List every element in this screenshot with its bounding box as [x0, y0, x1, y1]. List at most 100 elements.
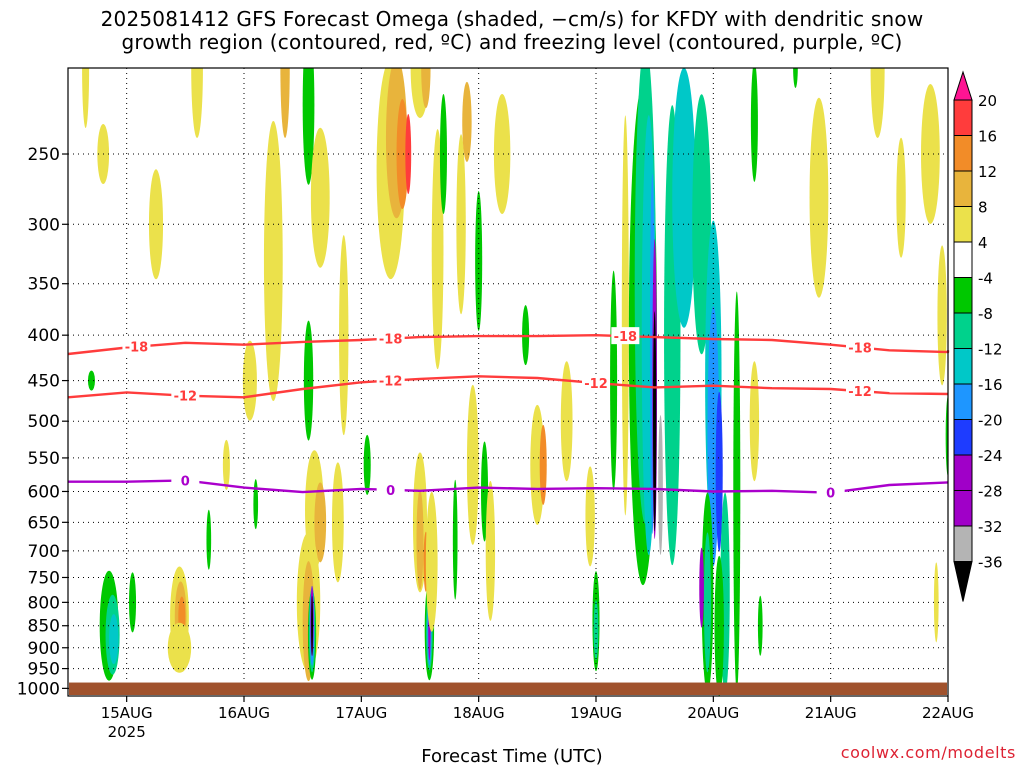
y-tick-label: 700: [28, 542, 60, 562]
contour-label: -12: [379, 375, 403, 390]
colorbar-label: -16: [978, 376, 1003, 394]
colorbar-label: -28: [978, 483, 1003, 501]
omega-blob: [672, 68, 696, 328]
omega-blob: [757, 595, 763, 656]
omega-blob: [870, 68, 885, 138]
x-axis: 15AUG 16AUG 17AUG 18AUG 19AUG 20AUG 21AUG 22AUG…: [101, 696, 974, 741]
y-tick-label: 450: [28, 372, 60, 392]
contour--18: [67, 334, 950, 356]
omega-blob: [466, 384, 479, 545]
terrain-below-ground: [69, 682, 947, 695]
y-tick-label: 600: [28, 482, 60, 502]
omega-blob: [206, 509, 212, 570]
y-tick-label: 250: [28, 145, 60, 165]
contour-label: -12: [584, 377, 608, 392]
omega-blob: [809, 97, 829, 298]
omega-blob: [302, 68, 315, 185]
colorbar-box: [953, 525, 973, 562]
omega-blob: [87, 370, 95, 391]
omega-blob: [242, 340, 257, 421]
omega-blob: [699, 547, 704, 628]
omega-blob: [452, 479, 458, 600]
colorbar-triangle-bottom: [953, 561, 973, 602]
x-tick-label: 16AUG: [218, 704, 270, 722]
omega-blob: [481, 441, 489, 542]
contour-label-bg: [611, 327, 640, 345]
y-axis: 2503003504004505005506006507007508008509…: [17, 145, 68, 699]
omega-blob: [896, 137, 906, 258]
colorbar-box: [953, 277, 973, 314]
y-tick-label: 400: [28, 326, 60, 346]
omega-blob: [475, 191, 483, 332]
omega-blob: [749, 361, 760, 482]
omega-blob: [253, 479, 259, 530]
omega-blob: [692, 94, 711, 355]
omega-blob: [560, 361, 573, 482]
omega-blob: [416, 489, 424, 590]
omega-blob: [493, 94, 511, 215]
colorbar-label: -24: [978, 447, 1003, 465]
x-tick-label: 18AUG: [453, 704, 505, 722]
omega-blob: [109, 614, 119, 665]
contour-label: 0: [181, 474, 190, 489]
y-tick-label: 800: [28, 593, 60, 613]
colorbar-label: -20: [978, 412, 1003, 430]
y-tick-label: 350: [28, 275, 60, 295]
colorbar-box: [953, 206, 973, 243]
colorbar-label: 20: [978, 92, 997, 110]
contour-label-bg: [171, 471, 200, 489]
omega-blob: [921, 84, 940, 225]
colorbar-box: [953, 454, 973, 491]
omega-blob: [456, 134, 466, 315]
omega-blob: [425, 491, 438, 632]
colorbar: 20 16 12 8 4 -4 -8 -12 -16 -20 -24 -28 -32 -36: [953, 70, 1003, 602]
omega-blob: [539, 424, 547, 505]
colorbar-label: 12: [978, 163, 997, 181]
colorbar-label: -36: [978, 554, 1003, 572]
colorbar-box: [953, 383, 973, 420]
contour-lines: -18 -18 -18 -18 -12 -12 -12 -12 0 0 0: [67, 327, 950, 502]
x-tick-label: 15AUG: [101, 704, 153, 722]
omega-blob: [530, 404, 545, 525]
omega-blob: [793, 68, 798, 88]
contour-label: -12: [174, 390, 198, 405]
chart-title-line-1: 2025081412 GFS Forecast Omega (shaded, −…: [100, 7, 924, 31]
omega-blob: [332, 462, 344, 583]
contour-label-bg: [846, 382, 874, 400]
omega-blob: [396, 99, 409, 210]
plot-frame: [67, 67, 949, 697]
contour-label-bg: [171, 386, 200, 404]
omega-blob: [191, 68, 203, 138]
contour-0: [68, 479, 949, 494]
x-tick-label: 20AUG: [687, 704, 739, 722]
omega-blob: [421, 68, 431, 108]
colorbar-box: [953, 312, 973, 349]
contour-label-bg: [376, 371, 405, 389]
x-tick-label: 19AUG: [570, 704, 622, 722]
omega-blob: [715, 391, 723, 552]
y-tick-label: 850: [28, 617, 60, 637]
colorbar-label: 16: [978, 128, 997, 146]
contour-label: -18: [379, 333, 403, 348]
omega-blob: [462, 81, 472, 162]
contour-label: -18: [125, 341, 149, 356]
omega-blob: [750, 68, 758, 182]
omega-blob: [263, 121, 283, 402]
omega-blob: [933, 562, 939, 643]
y-tick-label: 1000: [17, 679, 60, 699]
colorbar-label: 4: [978, 234, 988, 252]
omega-blob: [485, 480, 496, 621]
colorbar-box: [953, 99, 973, 136]
x-tick-label: 17AUG: [335, 704, 387, 722]
omega-blob: [593, 600, 599, 661]
colorbar-box: [953, 348, 973, 385]
x-tick-label: 21AUG: [805, 704, 857, 722]
contour-label-bg: [582, 374, 610, 392]
colorbar-box: [953, 490, 973, 527]
omega-blob: [585, 466, 595, 567]
omega-blob: [621, 115, 629, 516]
omega-blob: [167, 622, 192, 673]
omega-blob: [431, 129, 444, 370]
colorbar-label: -4: [978, 270, 993, 288]
